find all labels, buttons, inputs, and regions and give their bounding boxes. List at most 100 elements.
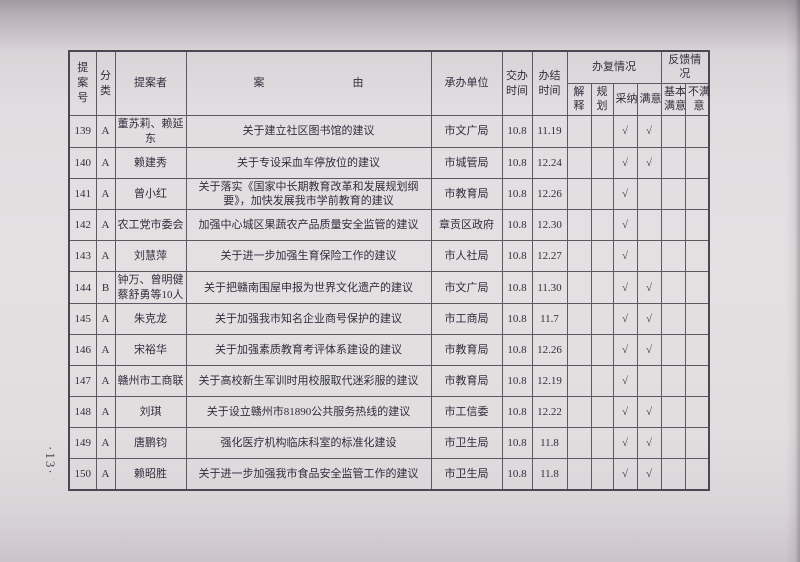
cell-finish-time: 11.8 [531,427,568,460]
cell-finish-time: 12.27 [531,240,568,273]
cell-proposer: 宋裕华 [114,334,187,367]
cell-assign-time: 10.8 [501,146,533,179]
cell-finish-time: 11.30 [531,271,568,305]
cell-undertaker: 市工商局 [430,303,503,336]
cell-subject: 关于建立社区图书馆的建议 [185,115,432,148]
cell-proposal-no: 143 [68,240,97,273]
table-row: 149 A 唐鹏钧 强化医疗机构临床科室的标准化建设 市卫生局 10.8 11.8 √ √ [68,427,710,460]
cell-category: A [95,209,116,242]
cell-proposal-no: 142 [68,209,97,242]
cell-unsatisfied [684,146,710,179]
cell-subject: 关于进一步加强我市食品安全监管工作的建议 [185,458,432,491]
cell-basically-satisfied [660,177,686,211]
cell-proposer: 董苏莉、赖延东 [114,115,187,148]
cell-undertaker: 章贡区政府 [430,209,503,242]
cell-satisfied: √ [636,334,662,367]
cell-subject: 关于把赣南围屋申报为世界文化遗产的建议 [185,271,432,305]
header-explain-label: 解释 [573,85,585,113]
cell-category: A [95,365,116,398]
header-finish-time-label: 办结时间 [538,70,561,97]
table-row: 147 A 赣州市工商联 关于高校新生军训时用校服取代迷彩服的建议 市教育局 10.8 12… [68,365,710,398]
cell-proposal-no: 150 [68,458,97,491]
cell-proposer: 赣州市工商联 [114,365,187,398]
cell-basically-satisfied [660,396,686,429]
header-group-feedback: 反馈情况 [660,50,710,84]
header-plan-label: 规划 [596,85,608,113]
cell-plan [590,303,614,336]
cell-unsatisfied [684,209,710,242]
header-proposal-no: 提案号 [68,50,97,117]
cell-undertaker: 市教育局 [430,365,503,398]
cell-unsatisfied [684,427,710,460]
cell-undertaker: 市文广局 [430,115,503,148]
cell-subject: 关于高校新生军训时用校服取代迷彩服的建议 [185,365,432,398]
cell-explain [566,177,592,211]
cell-category: A [95,396,116,429]
header-unsatisfied-label: 不满意 [688,86,711,113]
table-row: 145 A 朱克龙 关于加强我市知名企业商号保护的建议 市工商局 10.8 11.7 √ √ [68,303,710,336]
cell-basically-satisfied [660,334,686,367]
header-assign-time-label: 交办时间 [506,70,528,97]
cell-unsatisfied [684,177,710,211]
cell-basically-satisfied [660,271,686,305]
cell-assign-time: 10.8 [501,240,533,273]
cell-proposer: 朱克龙 [114,303,187,336]
cell-subject: 强化医疗机构临床科室的标准化建设 [185,427,432,460]
cell-category: A [95,303,116,336]
cell-plan [590,271,614,305]
cell-assign-time: 10.8 [501,334,533,367]
cell-proposal-no: 141 [68,177,97,211]
cell-plan [590,458,614,491]
cell-adopt: √ [612,458,638,491]
table-row: 144 B 钟万、曾明健蔡舒勇等10人 关于把赣南围屋申报为世界文化遗产的建议 市文广局… [68,271,710,305]
table-row: 150 A 赖昭胜 关于进一步加强我市食品安全监管工作的建议 市卫生局 10.8 11.8 √… [68,458,710,491]
cell-unsatisfied [684,458,710,491]
cell-unsatisfied [684,115,710,148]
cell-unsatisfied [684,303,710,336]
cell-proposal-no: 146 [68,334,97,367]
table-row: 141 A 曾小红 关于落实《国家中长期教育改革和发展规划纲要》，加快发展我市学前教育… [68,177,710,211]
cell-subject: 关于落实《国家中长期教育改革和发展规划纲要》，加快发展我市学前教育的建议 [185,177,432,211]
cell-subject: 关于进一步加强生育保险工作的建议 [185,240,432,273]
cell-finish-time: 11.7 [531,303,568,336]
cell-satisfied: √ [636,427,662,460]
cell-proposal-no: 140 [68,146,97,179]
cell-proposal-no: 149 [68,427,97,460]
cell-finish-time: 12.19 [531,365,568,398]
cell-satisfied: √ [636,115,662,148]
cell-satisfied [636,240,662,273]
cell-assign-time: 10.8 [501,396,533,429]
cell-proposer: 曾小红 [114,177,187,211]
cell-adopt: √ [612,177,638,211]
cell-undertaker: 市文广局 [430,271,503,305]
header-finish-time: 办结时间 [531,50,568,117]
cell-plan [590,177,614,211]
cell-explain [566,334,592,367]
cell-unsatisfied [684,396,710,429]
cell-finish-time: 12.26 [531,334,568,367]
cell-explain [566,396,592,429]
cell-category: A [95,115,116,148]
cell-satisfied [636,209,662,242]
table-row: 140 A 赖建秀 关于专设采血车停放位的建议 市城管局 10.8 12.24 √ √ [68,146,710,179]
header-assign-time: 交办时间 [501,50,533,117]
cell-undertaker: 市卫生局 [430,458,503,491]
cell-unsatisfied [684,240,710,273]
cell-category: A [95,458,116,491]
cell-plan [590,115,614,148]
cell-adopt: √ [612,365,638,398]
header-basically-satisfied: 基本满意 [660,82,686,117]
cell-adopt: √ [612,240,638,273]
cell-category: A [95,146,116,179]
header-group-reply: 办复情况 [566,50,662,84]
header-undertaker: 承办单位 [430,50,503,117]
cell-assign-time: 10.8 [501,115,533,148]
header-satisfied: 满意 [636,82,662,117]
cell-explain [566,303,592,336]
cell-unsatisfied [684,334,710,367]
table-row: 146 A 宋裕华 关于加强素质教育考评体系建设的建议 市教育局 10.8 12.26 √ √ [68,334,710,367]
cell-assign-time: 10.8 [501,271,533,305]
header-explain: 解释 [566,82,592,117]
cell-basically-satisfied [660,146,686,179]
